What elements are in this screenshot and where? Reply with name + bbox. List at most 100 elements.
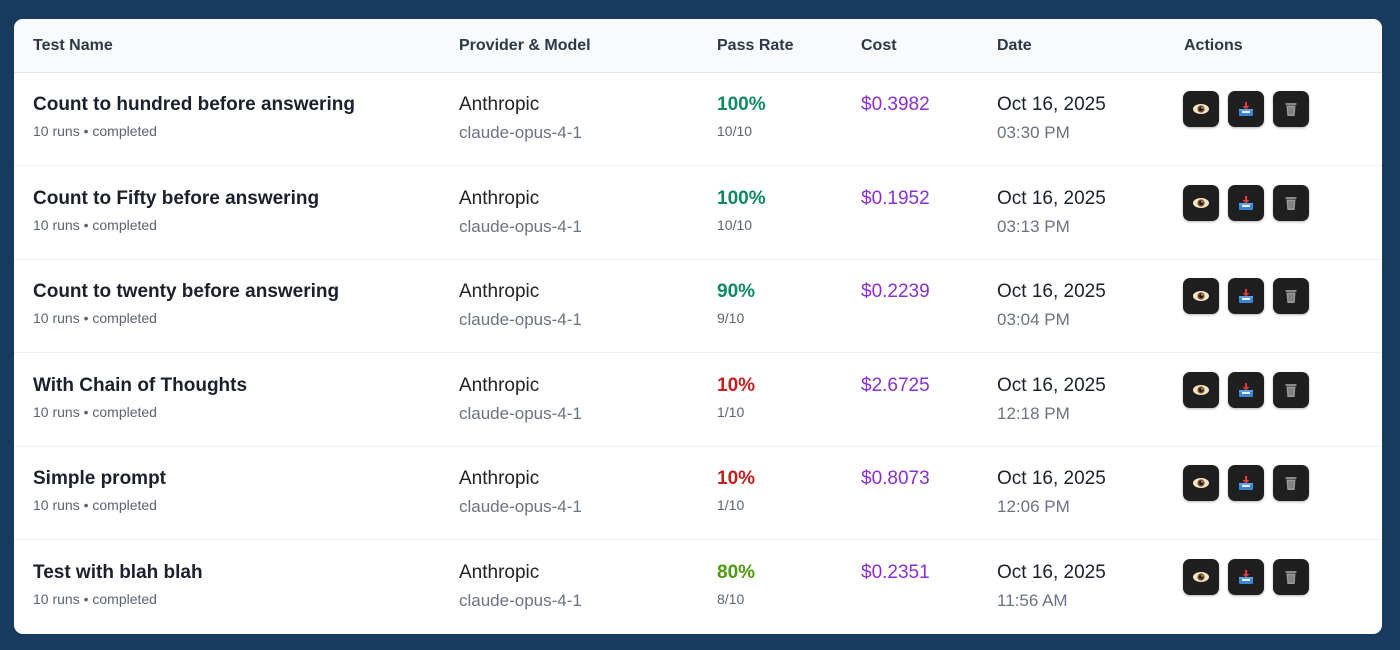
download-button[interactable]	[1228, 465, 1264, 501]
row-actions	[1183, 278, 1309, 314]
pass-rate-cell: 90% 9/10	[717, 281, 755, 327]
inbox-tray-icon	[1237, 287, 1255, 305]
row-actions	[1183, 91, 1309, 127]
cost-value: $0.8073	[861, 468, 930, 489]
cost-cell: $0.8073	[861, 468, 930, 490]
delete-button[interactable]	[1273, 278, 1309, 314]
inbox-tray-icon	[1237, 568, 1255, 586]
table-row[interactable]: Test with blah blah 10 runs • completed An…	[14, 540, 1382, 633]
wastebasket-icon	[1282, 287, 1300, 305]
header-cost: Cost	[861, 37, 897, 54]
pass-rate-cell: 100% 10/10	[717, 188, 766, 234]
delete-button[interactable]	[1273, 184, 1309, 221]
date-value: Oct 16, 2025	[997, 94, 1106, 115]
pass-rate: 80%	[717, 561, 756, 583]
run-status: 10 runs • completed	[33, 497, 157, 513]
time-value: 12:06 PM	[997, 497, 1070, 516]
cost-value: $0.2239	[861, 281, 930, 302]
test-name[interactable]: With Chain of Thoughts	[33, 374, 248, 396]
cost-cell: $2.6725	[861, 375, 930, 397]
pass-fraction: 1/10	[717, 403, 745, 420]
test-name-cell: Count to twenty before answering 10 runs …	[33, 281, 339, 327]
provider-name: Anthropic	[459, 187, 540, 209]
test-name-cell: Count to Fifty before answering 10 runs •…	[33, 188, 319, 234]
wastebasket-icon	[1282, 474, 1300, 492]
run-status: 10 runs • completed	[33, 123, 157, 139]
provider-name: Anthropic	[459, 374, 540, 396]
table-row[interactable]: Count to Fifty before answering 10 runs •…	[14, 166, 1382, 260]
date-value: Oct 16, 2025	[997, 561, 1106, 583]
provider-model-cell: Anthropic claude-opus-4-1	[459, 375, 582, 423]
time-value: 03:13 PM	[997, 216, 1070, 236]
table-row[interactable]: Simple prompt 10 runs • completed Anthropi…	[14, 446, 1382, 540]
cost-cell: $0.2239	[861, 281, 930, 303]
provider-model-cell: Anthropic claude-opus-4-1	[459, 281, 582, 329]
eye-icon	[1192, 287, 1210, 305]
view-button[interactable]	[1183, 184, 1219, 221]
download-button[interactable]	[1228, 278, 1264, 314]
cost-cell: $0.1952	[861, 188, 930, 210]
provider-model-cell: Anthropic claude-opus-4-1	[459, 94, 582, 142]
table-row[interactable]: Count to hundred before answering 10 runs…	[14, 72, 1382, 166]
eye-icon	[1192, 568, 1210, 586]
date-cell: Oct 16, 2025 03:04 PM	[997, 281, 1106, 329]
pass-fraction: 8/10	[717, 590, 745, 607]
table-row[interactable]: Count to twenty before answering 10 runs …	[14, 259, 1382, 353]
inbox-tray-icon	[1237, 100, 1255, 118]
pass-rate: 10%	[717, 468, 756, 489]
pass-rate-cell: 10% 1/10	[717, 468, 755, 514]
run-status: 10 runs • completed	[33, 403, 157, 420]
pass-rate: 100%	[717, 94, 766, 115]
cost-value: $0.1952	[861, 187, 930, 209]
run-status: 10 runs • completed	[33, 310, 157, 326]
delete-button[interactable]	[1273, 91, 1309, 127]
delete-button[interactable]	[1273, 465, 1309, 501]
download-button[interactable]	[1228, 558, 1264, 595]
inbox-tray-icon	[1237, 381, 1255, 399]
row-actions	[1183, 465, 1309, 501]
provider-model-cell: Anthropic claude-opus-4-1	[459, 468, 582, 516]
provider-name: Anthropic	[459, 468, 540, 489]
wastebasket-icon	[1282, 568, 1300, 586]
wastebasket-icon	[1282, 100, 1300, 118]
pass-rate-cell: 100% 10/10	[717, 94, 766, 140]
download-button[interactable]	[1228, 91, 1264, 127]
download-button[interactable]	[1228, 371, 1264, 408]
provider-model-cell: Anthropic claude-opus-4-1	[459, 562, 582, 610]
test-name[interactable]: Simple prompt	[33, 468, 167, 489]
date-cell: Oct 16, 2025 12:06 PM	[997, 468, 1106, 516]
table-header: Test Name Provider & Model Pass Rate Cos…	[14, 19, 1382, 73]
time-value: 03:04 PM	[997, 310, 1070, 329]
eye-icon	[1192, 194, 1210, 212]
pass-rate: 90%	[717, 281, 756, 302]
pass-fraction: 10/10	[717, 123, 753, 139]
test-name[interactable]: Count to hundred before answering	[33, 94, 355, 115]
time-value: 12:18 PM	[997, 403, 1070, 423]
test-name[interactable]: Test with blah blah	[33, 561, 203, 583]
date-value: Oct 16, 2025	[997, 468, 1106, 489]
view-button[interactable]	[1183, 558, 1219, 595]
provider-name: Anthropic	[459, 94, 540, 115]
date-cell: Oct 16, 2025 03:13 PM	[997, 188, 1106, 236]
eye-icon	[1192, 381, 1210, 399]
delete-button[interactable]	[1273, 371, 1309, 408]
view-button[interactable]	[1183, 278, 1219, 314]
delete-button[interactable]	[1273, 558, 1309, 595]
view-button[interactable]	[1183, 371, 1219, 408]
download-button[interactable]	[1228, 184, 1264, 221]
pass-fraction: 10/10	[717, 216, 753, 233]
cost-value: $0.3982	[861, 94, 930, 115]
view-button[interactable]	[1183, 465, 1219, 501]
test-name[interactable]: Count to Fifty before answering	[33, 187, 320, 209]
test-name[interactable]: Count to twenty before answering	[33, 281, 340, 302]
view-button[interactable]	[1183, 91, 1219, 127]
pass-fraction: 9/10	[717, 310, 745, 326]
eye-icon	[1192, 474, 1210, 492]
table-row[interactable]: With Chain of Thoughts 10 runs • complete…	[14, 353, 1382, 447]
header-test-name: Test Name	[33, 37, 113, 54]
test-results-table: Test Name Provider & Model Pass Rate Cos…	[14, 19, 1382, 634]
cost-value: $2.6725	[861, 374, 930, 396]
time-value: 03:30 PM	[997, 123, 1070, 142]
pass-rate-cell: 10% 1/10	[717, 375, 755, 421]
model-name: claude-opus-4-1	[459, 403, 582, 423]
